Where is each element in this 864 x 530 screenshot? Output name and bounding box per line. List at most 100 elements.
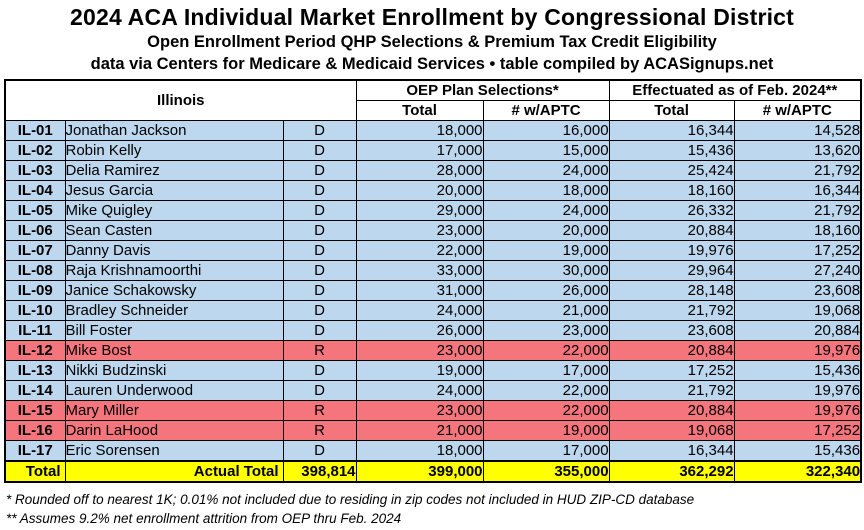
representative-cell: Lauren Underwood bbox=[64, 380, 284, 401]
table-row: IL-02 Robin Kelly D 17,000 15,000 15,436 13,62… bbox=[4, 140, 862, 161]
eff-aptc-cell: 15,436 bbox=[733, 440, 862, 462]
representative-cell: Delia Ramirez bbox=[64, 160, 284, 181]
oep-total-cell: 22,000 bbox=[355, 240, 484, 261]
eff-aptc-cell: 19,976 bbox=[733, 380, 862, 401]
representative-cell: Bill Foster bbox=[64, 320, 284, 341]
oep-total-cell: 23,000 bbox=[355, 340, 484, 361]
group-header-effectuated: Effectuated as of Feb. 2024** bbox=[608, 79, 862, 101]
oep-aptc-cell: 24,000 bbox=[482, 160, 610, 181]
table-row: IL-06 Sean Casten D 23,000 20,000 20,884 18,16… bbox=[4, 220, 862, 241]
district-cell: IL-13 bbox=[4, 360, 66, 381]
actual-total-value: 398,814 bbox=[282, 460, 357, 483]
representative-cell: Jesus Garcia bbox=[64, 180, 284, 201]
party-cell: D bbox=[282, 440, 357, 462]
district-cell: IL-07 bbox=[4, 240, 66, 261]
group-header-row: Illinois OEP Plan Selections* Effectuate… bbox=[4, 79, 862, 121]
oep-total-cell: 24,000 bbox=[355, 300, 484, 321]
footnote-attrition: ** Assumes 9.2% net enrollment attrition… bbox=[6, 511, 402, 526]
oep-aptc-cell: 30,000 bbox=[482, 260, 610, 281]
party-cell: D bbox=[282, 120, 357, 141]
oep-total-cell: 20,000 bbox=[355, 180, 484, 201]
representative-cell: Danny Davis bbox=[64, 240, 284, 261]
eff-total-cell: 20,884 bbox=[608, 340, 735, 361]
table-row: IL-14 Lauren Underwood D 24,000 22,000 21,792… bbox=[4, 380, 862, 401]
state-header: Illinois bbox=[4, 79, 357, 121]
oep-total-cell: 18,000 bbox=[355, 120, 484, 141]
oep-total-cell: 33,000 bbox=[355, 260, 484, 281]
oep-aptc-cell: 22,000 bbox=[482, 400, 610, 421]
party-cell: D bbox=[282, 320, 357, 341]
district-cell: IL-01 bbox=[4, 120, 66, 141]
representative-cell: Mike Quigley bbox=[64, 200, 284, 221]
representative-cell: Sean Casten bbox=[64, 220, 284, 241]
group-header-oep: OEP Plan Selections* bbox=[355, 79, 610, 101]
oep-total-cell: 29,000 bbox=[355, 200, 484, 221]
table-row: IL-08 Raja Krishnamoorthi D 33,000 30,000 29,… bbox=[4, 260, 862, 281]
actual-total-label: Actual Total bbox=[64, 460, 284, 483]
representative-cell: Robin Kelly bbox=[64, 140, 284, 161]
eff-total-cell: 19,976 bbox=[608, 240, 735, 261]
oep-aptc-cell: 20,000 bbox=[482, 220, 610, 241]
oep-total-cell: 28,000 bbox=[355, 160, 484, 181]
representative-cell: Nikki Budzinski bbox=[64, 360, 284, 381]
eff-aptc-cell: 16,344 bbox=[733, 180, 862, 201]
table-row: IL-09 Janice Schakowsky D 31,000 26,000 28,14… bbox=[4, 280, 862, 301]
oep-total-cell: 18,000 bbox=[355, 440, 484, 462]
oep-aptc-cell: 23,000 bbox=[482, 320, 610, 341]
eff-total-cell: 17,252 bbox=[608, 360, 735, 381]
footnote-rounding: * Rounded off to nearest 1K; 0.01% not i… bbox=[6, 492, 695, 507]
oep-total-cell: 17,000 bbox=[355, 140, 484, 161]
district-cell: IL-02 bbox=[4, 140, 66, 161]
district-cell: IL-15 bbox=[4, 400, 66, 421]
eff-aptc-cell: 19,976 bbox=[733, 400, 862, 421]
enrollment-table: Illinois OEP Plan Selections* Effectuate… bbox=[4, 79, 863, 483]
table-row: IL-03 Delia Ramirez D 28,000 24,000 25,424 21,… bbox=[4, 160, 862, 181]
party-cell: R bbox=[282, 340, 357, 361]
total-oep-aptc: 355,000 bbox=[482, 460, 610, 483]
total-eff-total: 362,292 bbox=[608, 460, 735, 483]
subheader-oep-total: Total bbox=[355, 100, 484, 121]
subheader-eff-total: Total bbox=[608, 100, 735, 121]
eff-total-cell: 15,436 bbox=[608, 140, 735, 161]
eff-aptc-cell: 14,528 bbox=[733, 120, 862, 141]
total-eff-aptc: 322,340 bbox=[733, 460, 862, 483]
table-row: IL-15 Mary Miller R 23,000 22,000 20,884 19,97… bbox=[4, 400, 862, 421]
oep-total-cell: 19,000 bbox=[355, 360, 484, 381]
party-cell: D bbox=[282, 280, 357, 301]
subheader-oep-aptc: # w/APTC bbox=[482, 100, 610, 121]
party-cell: R bbox=[282, 420, 357, 441]
eff-total-cell: 28,148 bbox=[608, 280, 735, 301]
district-cell: IL-17 bbox=[4, 440, 66, 462]
representative-cell: Darin LaHood bbox=[64, 420, 284, 441]
eff-total-cell: 21,792 bbox=[608, 300, 735, 321]
oep-aptc-cell: 21,000 bbox=[482, 300, 610, 321]
oep-aptc-cell: 18,000 bbox=[482, 180, 610, 201]
eff-total-cell: 29,964 bbox=[608, 260, 735, 281]
table-row: IL-01 Jonathan Jackson D 18,000 16,000 16,344… bbox=[4, 120, 862, 141]
eff-aptc-cell: 20,884 bbox=[733, 320, 862, 341]
oep-total-cell: 31,000 bbox=[355, 280, 484, 301]
eff-total-cell: 21,792 bbox=[608, 380, 735, 401]
table-row: IL-04 Jesus Garcia D 20,000 18,000 18,160 16,3… bbox=[4, 180, 862, 201]
district-cell: IL-08 bbox=[4, 260, 66, 281]
district-cell: IL-09 bbox=[4, 280, 66, 301]
party-cell: D bbox=[282, 360, 357, 381]
representative-cell: Mary Miller bbox=[64, 400, 284, 421]
oep-aptc-cell: 17,000 bbox=[482, 360, 610, 381]
eff-aptc-cell: 17,252 bbox=[733, 240, 862, 261]
district-cell: IL-12 bbox=[4, 340, 66, 361]
table-row: IL-10 Bradley Schneider D 24,000 21,000 21,79… bbox=[4, 300, 862, 321]
eff-total-cell: 16,344 bbox=[608, 120, 735, 141]
eff-aptc-cell: 27,240 bbox=[733, 260, 862, 281]
eff-aptc-cell: 13,620 bbox=[733, 140, 862, 161]
table-row: IL-16 Darin LaHood R 21,000 19,000 19,068 17,2… bbox=[4, 420, 862, 441]
eff-aptc-cell: 21,792 bbox=[733, 160, 862, 181]
eff-total-cell: 16,344 bbox=[608, 440, 735, 462]
title-block: 2024 ACA Individual Market Enrollment by… bbox=[0, 0, 864, 75]
eff-aptc-cell: 17,252 bbox=[733, 420, 862, 441]
district-cell: IL-11 bbox=[4, 320, 66, 341]
party-cell: D bbox=[282, 180, 357, 201]
eff-total-cell: 26,332 bbox=[608, 200, 735, 221]
oep-aptc-cell: 24,000 bbox=[482, 200, 610, 221]
total-row: Total Actual Total 398,814 399,000 355,0… bbox=[4, 460, 862, 483]
